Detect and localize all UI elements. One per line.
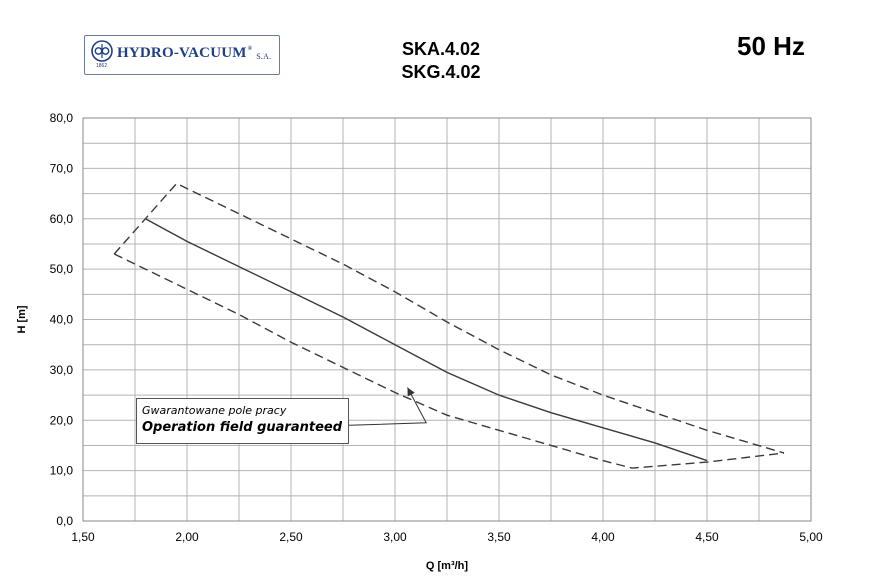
company-logo: HYDRO-VACUUM® S.A. 1862: [84, 35, 280, 75]
pump-curve-line: [145, 218, 708, 462]
x-tick-label: 4,50: [695, 530, 719, 544]
x-tick-label: 5,00: [799, 530, 823, 544]
x-axis-label: Q [m³/h]: [426, 560, 468, 572]
x-tick-label: 4,00: [591, 530, 615, 544]
x-tick-label: 3,00: [383, 530, 407, 544]
x-tick-label: 2,50: [279, 530, 303, 544]
y-tick-label: 50,0: [50, 262, 74, 276]
y-tick-label: 60,0: [50, 212, 74, 226]
y-tick-label: 10,0: [50, 464, 74, 478]
plot-frame: [82, 117, 812, 522]
y-tick-label: 20,0: [50, 413, 74, 427]
x-tick-label: 1,50: [71, 530, 95, 544]
hydro-vacuum-emblem-icon: [91, 40, 113, 62]
model-names: SKA.4.02 SKG.4.02: [380, 38, 502, 84]
y-tick-label: 40,0: [50, 313, 74, 327]
logo-year: 1862: [96, 63, 108, 69]
y-tick-label: 30,0: [50, 363, 74, 377]
y-axis-label: H [m]: [16, 305, 28, 333]
annotation-english: Operation field guaranteed: [142, 420, 343, 435]
operation-field-boundary-line: [113, 253, 785, 469]
model-line-2: SKG.4.02: [401, 62, 481, 82]
operation-field-boundary-line: [113, 182, 785, 454]
logo-text: HYDRO-VACUUM® S.A.: [117, 45, 272, 61]
x-tick-label: 2,00: [175, 530, 199, 544]
y-tick-label: 70,0: [50, 161, 74, 175]
model-line-1: SKA.4.02: [401, 39, 481, 59]
annotation-polish: Gwarantowane pole pracy: [142, 404, 287, 417]
y-tick-label: 80,0: [50, 111, 74, 125]
annotation-arrowhead: [407, 387, 415, 397]
y-tick-label: 0,0: [56, 514, 73, 528]
frequency-label: 50 Hz: [737, 31, 805, 61]
annotation-box: Gwarantowane pole pracy Operation field …: [136, 398, 349, 444]
x-tick-label: 3,50: [487, 530, 511, 544]
annotation-pointer-line: [348, 387, 428, 426]
